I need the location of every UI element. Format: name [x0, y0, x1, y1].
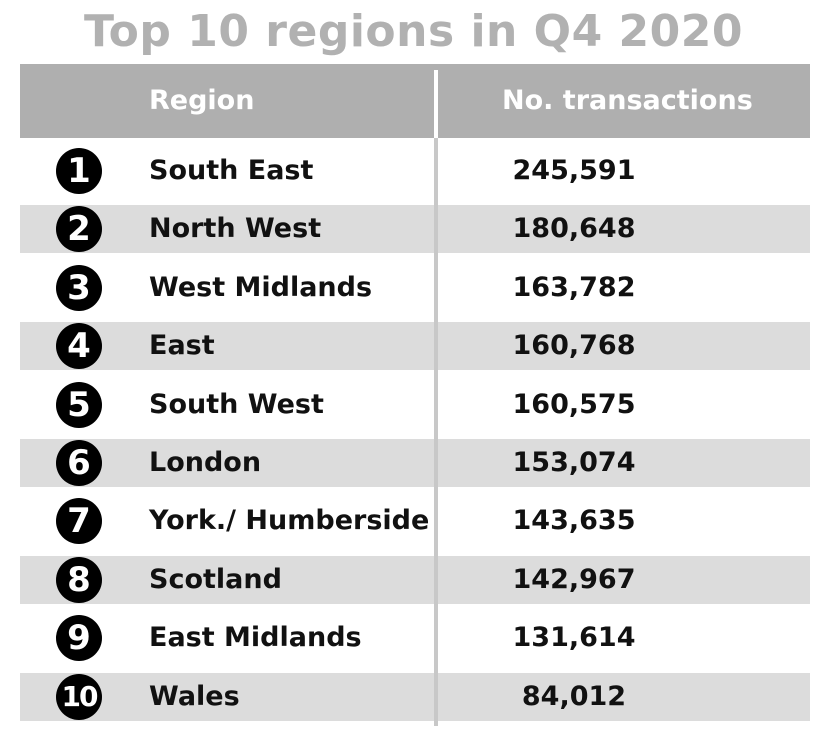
rank-badge: 2 — [56, 206, 102, 252]
region-name: West Midlands — [149, 272, 373, 303]
region-name: North West — [149, 213, 322, 244]
rank-badge: 8 — [56, 557, 102, 603]
table-row: 8 Scotland 142,967 — [20, 556, 810, 604]
region-name: Wales — [149, 681, 240, 712]
transaction-count: 160,768 — [512, 330, 636, 361]
transaction-count: 131,614 — [512, 622, 636, 653]
table-row: 10 Wales 84,012 — [20, 673, 810, 721]
table-row: 9 East Midlands 131,614 — [20, 614, 810, 662]
table-header: Region No. transactions — [20, 64, 810, 138]
table-row: 3 West Midlands 163,782 — [20, 264, 810, 312]
transaction-count: 143,635 — [512, 505, 636, 536]
rank-badge: 7 — [56, 498, 102, 544]
region-name: East Midlands — [149, 622, 362, 653]
rank-badge: 4 — [56, 323, 102, 369]
rank-badge: 5 — [56, 382, 102, 428]
rank-badge: 1 — [56, 148, 102, 194]
region-name: London — [149, 447, 262, 478]
transaction-count: 153,074 — [512, 447, 636, 478]
page-title: Top 10 regions in Q4 2020 — [84, 6, 743, 57]
region-name: Scotland — [149, 564, 282, 595]
table-row: 4 East 160,768 — [20, 322, 810, 370]
region-name: South West — [149, 389, 324, 420]
transaction-count: 245,591 — [512, 155, 636, 186]
region-name: South East — [149, 155, 314, 186]
transaction-count: 163,782 — [512, 272, 636, 303]
table-row: 6 London 153,074 — [20, 439, 810, 487]
column-header-transactions: No. transactions — [502, 85, 753, 116]
table-row: 2 North West 180,648 — [20, 205, 810, 253]
table-row: 7 York./ Humberside 143,635 — [20, 497, 810, 545]
table-row: 5 South West 160,575 — [20, 381, 810, 429]
header-column-divider — [434, 70, 438, 138]
transaction-count: 142,967 — [512, 564, 636, 595]
transaction-count: 160,575 — [512, 389, 636, 420]
transaction-count: 84,012 — [521, 681, 627, 712]
rank-badge: 3 — [56, 265, 102, 311]
rank-badge: 10 — [56, 674, 102, 720]
transaction-count: 180,648 — [512, 213, 636, 244]
rank-badge: 6 — [56, 440, 102, 486]
column-header-region: Region — [149, 85, 255, 116]
region-name: York./ Humberside — [149, 505, 430, 536]
region-name: East — [149, 330, 215, 361]
column-divider — [434, 70, 438, 726]
rank-badge: 9 — [56, 615, 102, 661]
table-row: 1 South East 245,591 — [20, 147, 810, 195]
